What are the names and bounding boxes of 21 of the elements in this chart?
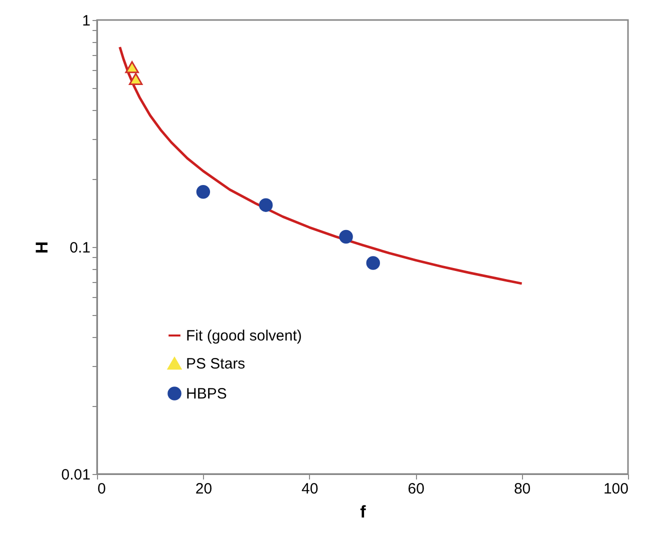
x-axis-title: f: [360, 502, 366, 522]
point: [128, 72, 143, 85]
y-axis-title: H: [32, 241, 52, 254]
x-tick-label: 80: [514, 480, 531, 498]
point: [366, 256, 380, 270]
y-tick-label: 0.01: [61, 466, 90, 484]
x-tick-label: 20: [195, 480, 212, 498]
point: [258, 198, 273, 212]
x-tick-label: 100: [603, 480, 628, 498]
legend-label: Fit (good solvent): [186, 328, 302, 344]
y-tick-label: 0.1: [70, 240, 90, 256]
x-tick-label: 40: [302, 480, 318, 498]
point: [339, 230, 353, 244]
legend-label: HBPS: [186, 386, 227, 402]
point: [125, 61, 139, 74]
x-tick-label: 60: [408, 480, 424, 498]
x-tick-label: 0: [98, 480, 106, 498]
point: [196, 184, 210, 199]
legend-label: PS Stars: [186, 356, 246, 372]
line-series: [118, 46, 524, 285]
y-tick-label: 1: [82, 12, 90, 30]
